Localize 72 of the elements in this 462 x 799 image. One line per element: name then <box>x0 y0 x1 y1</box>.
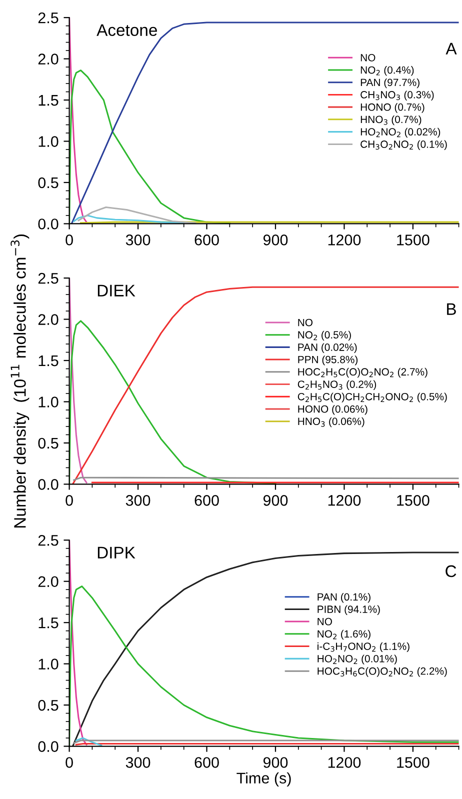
line-series <box>75 737 102 746</box>
y-tick-label: 1.5 <box>38 95 58 106</box>
y-tick-label: 1.5 <box>38 618 58 628</box>
legend-label: PAN (0.02%) <box>298 343 357 353</box>
chart-title: DIPK <box>98 546 136 558</box>
legend-label: NO$_{2}$ (0.5%) <box>298 330 351 341</box>
y-tick-label: 1.0 <box>38 658 58 670</box>
y-tick-label: 2.0 <box>38 314 58 325</box>
x-tick-label: 300 <box>126 757 150 768</box>
x-tick-label: 600 <box>194 495 219 506</box>
x-tick-label: 900 <box>263 495 288 506</box>
y-tick-label: 0.0 <box>38 741 58 752</box>
y-tick-label: 0.0 <box>38 479 58 490</box>
text: C$_{2}$H$_{5}$C(O)CH$_{2}$CH$_{2}$ONO$_{2}$ (0.5%) <box>298 392 447 402</box>
x-tick-label: 1500 <box>397 234 430 246</box>
annotation: C <box>446 565 456 578</box>
y-tick-label: 2.0 <box>38 576 58 588</box>
y-tick-label: 0.0 <box>38 218 58 230</box>
legend-label: i-C$_{3}$H$_{7}$ONO$_{2}$ (1.1%) <box>318 642 410 652</box>
x-tick-label: 0 <box>66 495 73 506</box>
x-tick-label: 1500 <box>397 495 430 506</box>
x-tick-label: 1500 <box>397 757 430 768</box>
y-tick-label: 2.5 <box>38 272 58 284</box>
y-tick-label: 2.5 <box>38 12 58 24</box>
x-tick-label: 0 <box>66 757 73 768</box>
chart-title: Acetone <box>96 24 157 36</box>
legend-label: PPN (95.8%) <box>298 356 358 366</box>
x-tick-label: 300 <box>126 495 150 506</box>
x-tick-label: 900 <box>263 234 288 246</box>
y-tick-label: 0.5 <box>38 177 58 188</box>
y-tick-label: 2.5 <box>38 534 58 546</box>
legend-label: C$_{2}$H$_{5}$NO$_{3}$ (0.2%) <box>298 380 376 390</box>
annotation: A <box>446 42 457 54</box>
x-tick-label: 0 <box>66 234 73 246</box>
legend-label: CH$_{3}$O$_{2}$NO$_{2}$ (0.1%) <box>360 140 447 150</box>
legend-label: NO$_{2}$ (1.6%) <box>318 630 370 640</box>
y-tick-label: 0.5 <box>38 438 58 449</box>
line-series <box>78 206 196 224</box>
legend-label: NO <box>298 318 312 326</box>
y-tick-label: 1.0 <box>38 396 58 408</box>
annotation: B <box>447 303 456 315</box>
x-axis-title: Time (s) <box>236 772 291 787</box>
x-tick-label: 600 <box>194 234 219 246</box>
x-tick-label: 300 <box>126 234 150 246</box>
x-tick-label: 600 <box>194 757 219 768</box>
legend-label: HO$_{2}$NO$_{2}$ (0.01%) <box>318 654 397 664</box>
chart-title: DIEK <box>98 284 136 296</box>
legend-label: PIBN (94.1%) <box>318 605 380 616</box>
x-tick-label: 1200 <box>328 234 361 246</box>
x-tick-label: 1200 <box>328 757 361 768</box>
legend-label: PAN (0.1%) <box>318 592 370 603</box>
y-tick-label: 2.0 <box>38 54 58 64</box>
legend-label: HO$_{2}$NO$_{2}$ (0.02%) <box>360 128 440 138</box>
legend-label: HNO$_{3}$ (0.7%) <box>360 115 422 126</box>
legend-label: NO$_{2}$ (0.4%) <box>360 66 414 76</box>
y-tick-label: 1.5 <box>38 356 58 366</box>
x-tick-label: 1200 <box>328 495 361 506</box>
legend-label: NO <box>360 54 376 62</box>
line-series <box>73 214 185 224</box>
legend-label: HONO (0.06%) <box>298 405 368 415</box>
y-tick-label: 0.5 <box>38 700 58 711</box>
x-tick-label: 900 <box>263 757 288 768</box>
text: HOC$_{3}$H$_{6}$C(O)O$_{2}$NO$_{2}$ (2.2%) <box>318 667 447 677</box>
legend-label: PAN (97.7%) <box>360 78 420 88</box>
legend-label: HONO (0.7%) <box>360 103 424 113</box>
y-tick-label: 1.0 <box>38 136 58 147</box>
text: HOC$_{2}$H$_{5}$C(O)O$_{2}$NO$_{2}$ (2.7%) <box>298 368 428 378</box>
y-axis-title: Number density (10$^{11}$ molecules cm$^{−3}$) <box>10 234 30 528</box>
legend-label: NO <box>318 618 332 626</box>
legend-label: CH$_{3}$NO$_{3}$ (0.3%) <box>360 90 434 100</box>
legend-label: HNO$_{3}$ (0.06%) <box>298 417 364 428</box>
line-series <box>72 286 459 484</box>
